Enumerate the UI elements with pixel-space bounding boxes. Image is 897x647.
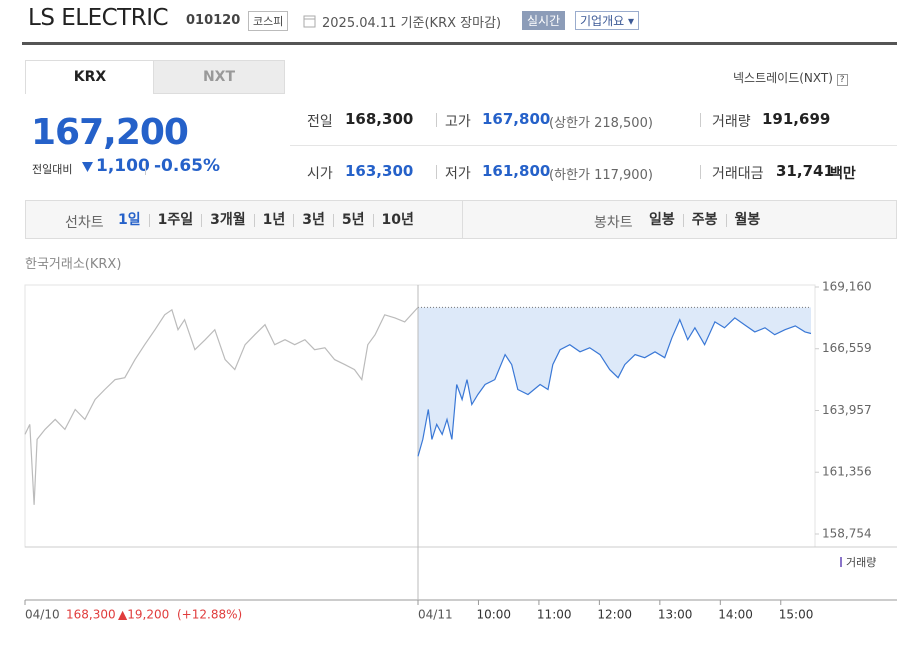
period[interactable]: 1년 <box>253 213 294 227</box>
prev-close: 168,300 <box>66 608 116 622</box>
line-chart-label: 선차트 <box>65 215 104 231</box>
stats-divider <box>290 145 897 146</box>
stat-value: 31,741 <box>776 162 834 180</box>
candle-list: 일봉 주봉 월봉 <box>641 212 768 228</box>
separator <box>700 113 701 127</box>
period[interactable]: 1일 <box>118 212 141 228</box>
x-tick-label: 12:00 <box>597 608 632 622</box>
period[interactable]: 1주일 <box>148 213 202 227</box>
calendar-icon <box>303 15 316 28</box>
stat-label: 거래량 <box>712 114 751 130</box>
y-tick-label: 169,160 <box>822 279 872 293</box>
stat-sub: (하한가 117,900) <box>549 168 653 183</box>
x-tick-label: 11:00 <box>537 608 572 622</box>
market-badge: 코스피 <box>248 11 289 31</box>
stat-label: 거래대금 <box>712 166 764 182</box>
down-arrow <box>82 162 93 172</box>
separator <box>145 161 146 175</box>
date: 2025.04.11 기준(KRX 장마감) <box>322 16 502 31</box>
period-list: 1일 1주일 3개월 1년 3년 5년 10년 <box>110 212 422 228</box>
period[interactable]: 10년 <box>372 213 422 227</box>
stat-value: 161,800 <box>482 162 551 180</box>
period[interactable]: 3년 <box>293 213 333 227</box>
change-rate: -0.65% <box>154 156 221 176</box>
stat-value: 168,300 <box>345 110 414 128</box>
y-tick-label: 163,957 <box>822 403 872 417</box>
separator <box>436 113 437 127</box>
y-tick-label: 161,356 <box>822 465 872 479</box>
separator <box>436 165 437 179</box>
volume-label: 거래량 <box>846 556 876 569</box>
stat-label: 저가 <box>445 166 471 182</box>
prev-change: ▲19,200 <box>118 608 169 622</box>
x-tick-label: 15:00 <box>779 608 814 622</box>
y-tick-label: 166,559 <box>822 341 872 355</box>
price-line <box>24 306 419 505</box>
nxt-link-label: 넥스트레이드(NXT) <box>733 71 833 85</box>
candle-period[interactable]: 월봉 <box>725 213 769 227</box>
stat-sub: (상한가 218,500) <box>549 116 653 131</box>
company-label: 기업개요 <box>580 14 625 28</box>
y-tick-label: 158,754 <box>822 526 872 540</box>
separator <box>700 165 701 179</box>
header-rule <box>22 42 897 45</box>
period-divider <box>462 201 463 238</box>
stat-label: 시가 <box>307 166 333 182</box>
candle-chart-label: 봉차트 <box>594 215 633 231</box>
period[interactable]: 5년 <box>332 213 373 227</box>
day-label: 04/10 <box>25 608 60 622</box>
x-tick-label: 13:00 <box>658 608 693 622</box>
area <box>418 307 811 457</box>
candle-period[interactable]: 주봉 <box>682 213 726 227</box>
day-label: 04/11 <box>418 608 453 622</box>
stat-value: 191,699 <box>762 110 831 128</box>
stock-code: 010120 <box>186 13 241 28</box>
prev-rate: (+12.88%) <box>177 608 242 622</box>
chart-source: 한국거래소(KRX) <box>25 257 122 272</box>
current-price: 167,200 <box>31 112 189 153</box>
change-value: 1,100 <box>96 156 150 176</box>
tab-nxt[interactable]: NXT <box>153 60 285 94</box>
x-tick-label: 14:00 <box>718 608 753 622</box>
candle-period[interactable]: 일봉 <box>649 212 675 228</box>
chart: 거래량 169,160 166,559 163,957 161,356 158,754 0… <box>24 279 897 622</box>
stat-value: 167,800 <box>482 110 551 128</box>
price-line <box>417 317 812 457</box>
stat-label: 전일 <box>307 114 333 130</box>
company-name: LS ELECTRIC <box>28 5 169 31</box>
stat-value: 163,300 <box>345 162 414 180</box>
nxt-link[interactable]: 넥스트레이드(NXT) ? <box>733 69 848 86</box>
stat-label: 고가 <box>445 114 471 130</box>
tab-krx[interactable]: KRX <box>25 60 155 94</box>
company-button[interactable]: 기업개요 ▾ <box>575 11 640 30</box>
x-tick-label: 10:00 <box>476 608 511 622</box>
stat-unit: 백만 <box>830 166 856 182</box>
period[interactable]: 3개월 <box>201 213 254 227</box>
period-bar <box>25 200 897 239</box>
volume-icon <box>840 557 842 567</box>
realtime-badge[interactable]: 실시간 <box>522 11 566 30</box>
change-label: 전일대비 <box>32 163 73 176</box>
